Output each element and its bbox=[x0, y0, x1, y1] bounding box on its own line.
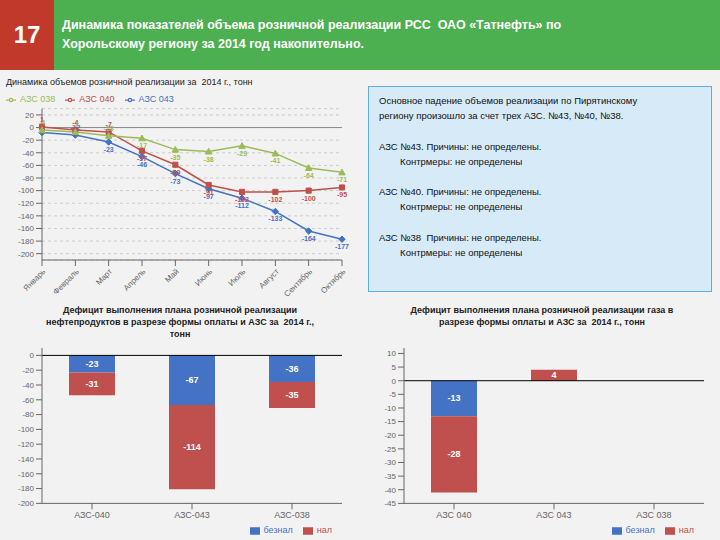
svg-text:Октябрь: Октябрь bbox=[319, 267, 347, 295]
svg-text:-64: -64 bbox=[304, 172, 314, 179]
svg-text:-35: -35 bbox=[170, 154, 180, 161]
svg-text:-46: -46 bbox=[136, 160, 148, 168]
svg-text:-160: -160 bbox=[18, 224, 35, 233]
svg-text:-140: -140 bbox=[18, 212, 35, 221]
svg-text:-37: -37 bbox=[137, 155, 147, 162]
html-text:безнал: безнал bbox=[625, 525, 655, 536]
svg-text:-45: -45 bbox=[384, 499, 396, 508]
svg-text:-200: -200 bbox=[18, 250, 35, 259]
svg-text:0: 0 bbox=[30, 123, 35, 132]
html-text:Основное падение объемов реали: Основное падение объемов реализации по П… bbox=[379, 95, 638, 258]
svg-text:Март: Март bbox=[94, 267, 114, 287]
svg-text:Июль: Июль bbox=[227, 267, 248, 288]
svg-text:Январь: Январь bbox=[22, 267, 48, 293]
svg-text:-13: -13 bbox=[447, 393, 460, 403]
html-text:нал: нал bbox=[678, 525, 694, 536]
svg-text:-164: -164 bbox=[302, 235, 316, 242]
svg-text:0: 0 bbox=[392, 377, 397, 386]
svg-text:Июнь: Июнь bbox=[193, 267, 214, 288]
svg-text:-102: -102 bbox=[235, 196, 249, 203]
html-text:Динамика объемов розничной реа: Динамика объемов розничной реализации за… bbox=[6, 77, 253, 87]
svg-text:Август: Август bbox=[257, 267, 281, 291]
svg-text:4: 4 bbox=[551, 370, 556, 380]
svg-text:-20: -20 bbox=[22, 366, 34, 375]
svg-text:-59: -59 bbox=[170, 169, 180, 176]
svg-text:-120: -120 bbox=[18, 440, 35, 449]
html-text:безнал: безнал bbox=[263, 525, 293, 536]
svg-text:АЗС 043: АЗС 043 bbox=[536, 510, 571, 520]
svg-text:-100: -100 bbox=[18, 425, 35, 434]
svg-text:Февраль: Февраль bbox=[51, 267, 80, 296]
svg-text:-7: -7 bbox=[72, 121, 78, 128]
svg-text:-40: -40 bbox=[22, 149, 34, 158]
svg-text:Сентябрь: Сентябрь bbox=[282, 267, 314, 299]
svg-text:-120: -120 bbox=[18, 199, 35, 208]
svg-text:-200: -200 bbox=[18, 499, 35, 508]
svg-text:АЗС-038: АЗС-038 bbox=[274, 510, 310, 520]
svg-text:АЗС 038: АЗС 038 bbox=[636, 510, 671, 520]
svg-text:-100: -100 bbox=[18, 186, 35, 195]
svg-text:Апрель: Апрель bbox=[122, 267, 148, 293]
svg-text:-114: -114 bbox=[183, 442, 201, 452]
svg-text:-28: -28 bbox=[447, 449, 460, 459]
svg-text:-41: -41 bbox=[270, 157, 280, 164]
html-text:17: 17 bbox=[13, 21, 41, 48]
svg-text:-30: -30 bbox=[384, 458, 396, 467]
svg-text:-15: -15 bbox=[384, 417, 396, 426]
svg-text:-100: -100 bbox=[302, 195, 316, 202]
svg-text:-40: -40 bbox=[22, 381, 34, 390]
svg-text:-102: -102 bbox=[268, 196, 282, 203]
svg-text:АЗС 040: АЗС 040 bbox=[436, 510, 471, 520]
html-text:нал: нал bbox=[316, 525, 332, 536]
svg-text:-80: -80 bbox=[22, 174, 34, 183]
svg-text:-73: -73 bbox=[170, 178, 180, 185]
svg-text:-60: -60 bbox=[22, 161, 34, 170]
svg-text:-17: -17 bbox=[137, 142, 147, 149]
svg-text:-10: -10 bbox=[384, 404, 396, 413]
html-text:Дефицит выполнения плана розни: Дефицит выполнения плана розничной реали… bbox=[46, 305, 314, 339]
svg-text:-97: -97 bbox=[203, 192, 214, 200]
html-text:Дефицит выполнения плана розни: Дефицит выполнения плана розничной реали… bbox=[410, 305, 674, 327]
svg-text:-4: -4 bbox=[39, 119, 45, 126]
svg-text:-35: -35 bbox=[384, 472, 396, 481]
html-text:Динамика показателей объема ро: Динамика показателей объема розничной ре… bbox=[62, 18, 562, 51]
svg-text:0: 0 bbox=[30, 351, 35, 360]
svg-text:-25: -25 bbox=[384, 445, 396, 454]
svg-text:-180: -180 bbox=[18, 237, 35, 246]
svg-text:-112: -112 bbox=[235, 202, 249, 209]
svg-text:5: 5 bbox=[392, 363, 397, 372]
svg-text:-177: -177 bbox=[335, 243, 349, 250]
svg-text:10: 10 bbox=[387, 349, 396, 358]
svg-text:20: 20 bbox=[25, 111, 34, 120]
svg-text:-133: -133 bbox=[268, 215, 282, 222]
svg-text:-67: -67 bbox=[185, 375, 198, 385]
svg-text:АЗС-043: АЗС-043 bbox=[174, 510, 210, 520]
svg-text:Май: Май bbox=[163, 267, 180, 284]
svg-text:-71: -71 bbox=[337, 176, 347, 183]
svg-text:-91: -91 bbox=[204, 189, 214, 196]
html-text:АЗС 040: АЗС 040 bbox=[79, 94, 115, 104]
svg-text:-40: -40 bbox=[384, 486, 396, 495]
svg-text:-35: -35 bbox=[285, 390, 298, 400]
svg-text:-29: -29 bbox=[237, 150, 247, 157]
svg-text:-38: -38 bbox=[204, 156, 214, 163]
svg-text:-23: -23 bbox=[104, 146, 114, 153]
svg-text:-23: -23 bbox=[85, 359, 98, 369]
svg-text:-140: -140 bbox=[18, 455, 35, 464]
svg-text:-20: -20 bbox=[22, 136, 34, 145]
svg-text:-160: -160 bbox=[18, 470, 35, 479]
svg-text:-95: -95 bbox=[337, 191, 347, 198]
svg-text:-20: -20 bbox=[384, 431, 396, 440]
svg-text:-5: -5 bbox=[389, 390, 397, 399]
svg-text:-180: -180 bbox=[18, 484, 35, 493]
svg-text:-36: -36 bbox=[285, 364, 298, 374]
html-text:АЗС 043: АЗС 043 bbox=[138, 94, 174, 104]
svg-text:-31: -31 bbox=[85, 379, 98, 389]
html-text:АЗС 038: АЗС 038 bbox=[20, 94, 56, 104]
svg-text:-13: -13 bbox=[104, 125, 114, 132]
svg-text:-80: -80 bbox=[22, 410, 34, 419]
svg-text:АЗС-040: АЗС-040 bbox=[74, 510, 110, 520]
svg-text:-60: -60 bbox=[22, 396, 34, 405]
